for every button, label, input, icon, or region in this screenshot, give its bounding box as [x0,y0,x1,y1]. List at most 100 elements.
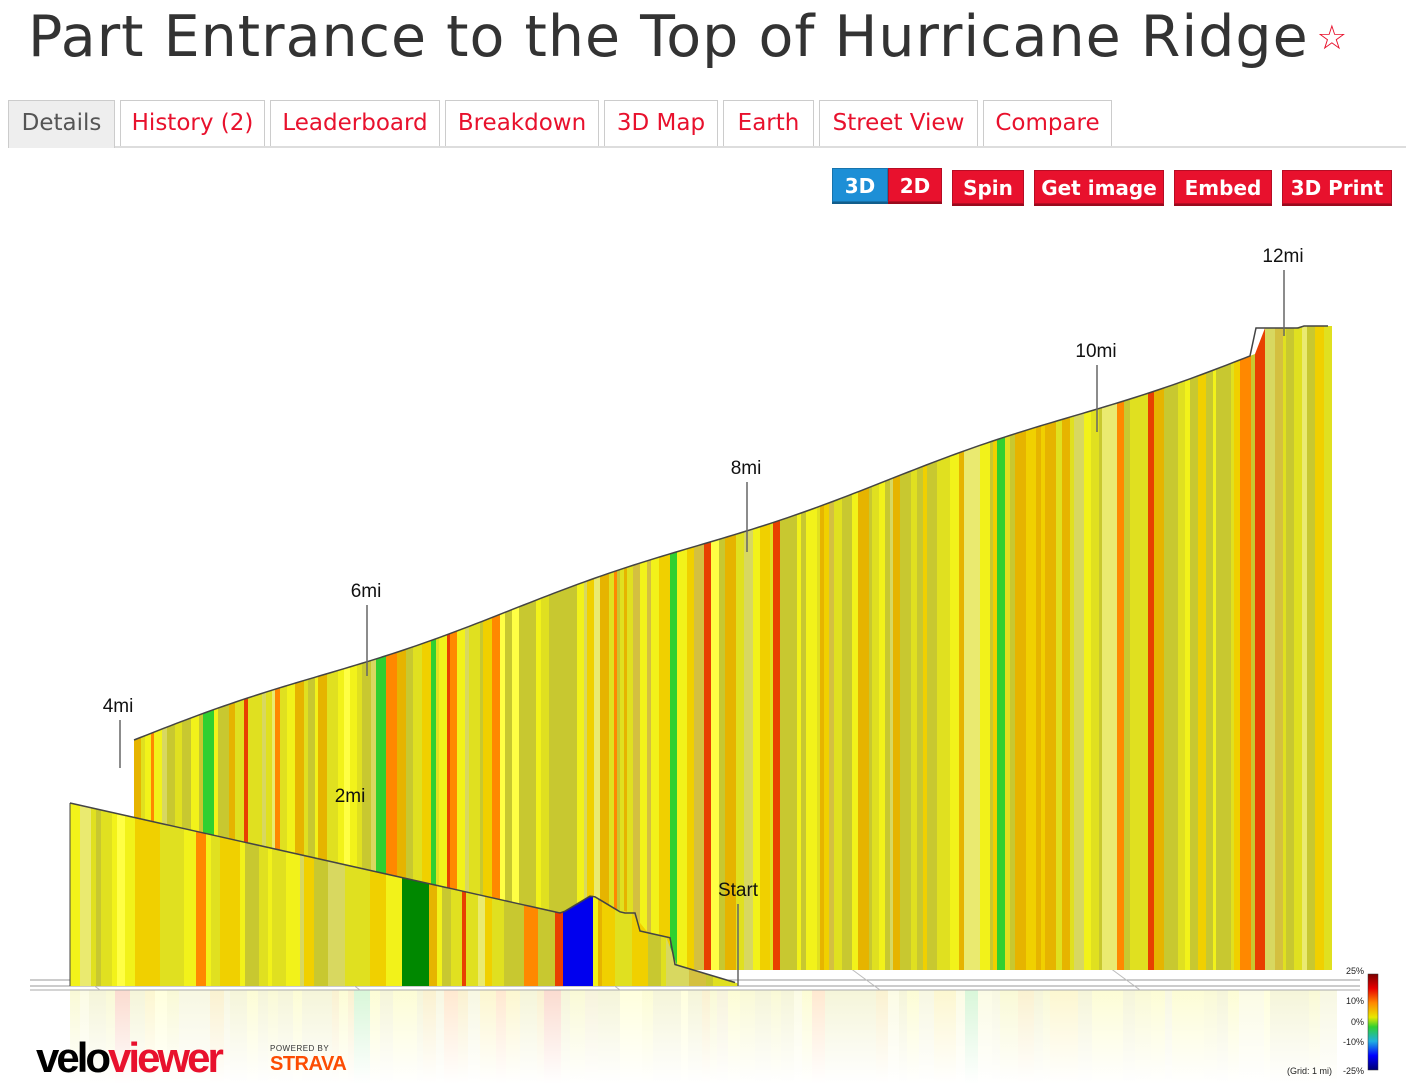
profile-lower-wall [69,802,738,986]
grade-segment [753,526,760,970]
grade-segment [492,897,504,986]
grade-segment [829,500,834,970]
grid-line [1109,967,1141,991]
grade-segment [959,450,964,971]
distance-markers: 2mi 4mi 6mi 8mi 10mi 12mi Start [103,246,1304,986]
marker-label: 6mi [351,581,382,602]
tab-history[interactable]: History (2) [120,100,265,146]
logo-viewer: viewer [108,1034,224,1081]
legend-grid-note: (Grid: 1 mi) [1287,1066,1332,1076]
grade-segment [300,854,304,986]
grade-segment [858,487,869,970]
grade-segment [555,911,563,986]
star-icon[interactable]: ☆ [1316,18,1349,58]
marker-label: Start [718,880,759,901]
marker-label: 4mi [103,696,134,717]
grade-segment [1216,366,1223,970]
grade-segment [1056,419,1062,970]
grade-segment [1286,328,1294,970]
get-image-button[interactable]: Get image [1034,170,1164,204]
spin-button[interactable]: Spin [952,170,1024,204]
grade-segment [1240,355,1251,970]
legend-tick-minus25: -25% [1342,1066,1364,1076]
marker-label: 12mi [1262,246,1303,267]
grade-segment [602,901,615,986]
tab-street-view[interactable]: Street View [819,100,978,146]
grade-segment [806,507,817,970]
grade-segment [624,567,627,970]
grade-segment [1070,415,1074,970]
grade-segment [1324,326,1327,970]
grade-segment [1108,403,1117,971]
grade-segment [437,885,442,986]
grade-segment [770,522,773,970]
tab-bar-baseline [8,146,1406,148]
marker-label: 8mi [731,458,762,479]
grade-segment [492,614,500,970]
3d-print-button[interactable]: 3D Print [1282,170,1392,204]
profile-viewer[interactable]: 2mi 4mi 6mi 8mi 10mi 12mi Start 3D 2D Spin Get… [30,168,1392,1084]
grade-segment [571,584,577,970]
embed-button[interactable]: Embed [1174,170,1272,204]
grade-segment [447,633,450,970]
grade-segment [980,441,990,970]
grade-segment [1185,378,1190,970]
view-2d-button[interactable]: 2D [888,168,942,202]
view-3d-button[interactable]: 3D [832,168,888,202]
grade-segment [801,511,806,970]
grade-segment [927,460,937,970]
grade-segment [879,481,885,970]
veloviewer-logo[interactable]: veloviewer [36,1034,224,1082]
grade-segment [457,627,465,970]
grade-segment [160,823,170,986]
tab-breakdown[interactable]: Breakdown [445,100,599,146]
grade-segment [466,891,478,986]
grade-segment [797,513,801,970]
tab-details[interactable]: Details [8,100,115,148]
grade-segment [314,857,328,986]
grade-segment [544,595,549,970]
grade-segment [1213,369,1216,971]
grade-segment [617,569,620,970]
grade-segment [549,591,559,970]
grade-segment [362,868,370,986]
tab-compare[interactable]: Compare [983,100,1112,146]
grade-segment [1154,387,1164,970]
grade-segment [577,582,584,970]
marker-label: 10mi [1075,341,1116,362]
grade-segment [587,578,594,970]
grade-segment [170,825,184,986]
powered-by-strava[interactable]: POWERED BY STRAVA [270,1044,347,1076]
grade-segment [451,888,462,986]
grade-segment [1140,394,1145,970]
tab-3d-map[interactable]: 3D Map [604,100,718,146]
grade-segment [600,573,609,970]
grade-segment [687,546,694,970]
grid-line [849,967,881,991]
marker-label: 2mi [335,786,366,807]
grade-segment [245,842,259,986]
grade-segment [1198,372,1206,970]
tab-leaderboard[interactable]: Leaderboard [270,100,440,146]
grade-segment [1117,400,1124,970]
grade-segment [711,539,719,970]
elevation-profile-chart[interactable]: 2mi 4mi 6mi 8mi 10mi 12mi Start [30,168,1392,1084]
page-title: Part Entrance to the Top of Hurricane Ri… [28,4,1348,70]
grade-segment [1010,433,1015,970]
grade-segment [594,576,600,970]
grade-segment [1178,380,1185,970]
grade-segment [890,478,893,970]
grade-segment [505,610,509,970]
grade-segment [80,805,91,986]
tab-earth[interactable]: Earth [723,100,814,146]
grade-segment [1223,363,1231,970]
legend-tick-25: 25% [1345,966,1364,976]
grade-segment [677,965,689,986]
grade-segment [478,894,485,986]
grade-segment [91,807,96,986]
grade-segment [328,860,345,986]
grade-segment [1148,391,1154,970]
profile-outline [133,325,1328,741]
grade-segment [563,910,567,986]
grade-segment [937,458,944,970]
